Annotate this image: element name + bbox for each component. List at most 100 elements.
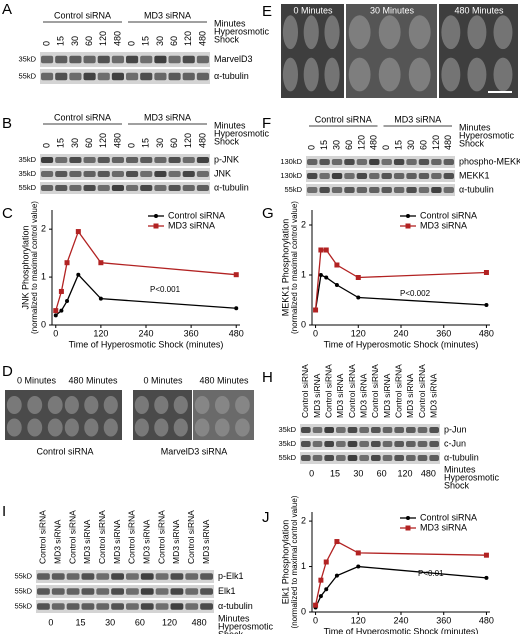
point xyxy=(334,262,340,268)
blot-band xyxy=(41,72,54,81)
series-line xyxy=(314,249,487,311)
side-label: Hyperosmotic xyxy=(218,621,274,631)
side-label: Minutes xyxy=(214,18,246,28)
lane-label: 0 xyxy=(126,41,136,46)
nucleus xyxy=(173,396,188,414)
blot-band xyxy=(312,427,323,433)
lane-label: 60 xyxy=(169,36,179,46)
nucleus xyxy=(467,57,487,92)
blot-band xyxy=(356,159,368,165)
blot-band xyxy=(319,159,330,165)
time-label: 120 xyxy=(162,617,177,627)
blot-band xyxy=(344,187,355,193)
blot-band xyxy=(140,588,154,595)
blot-band xyxy=(96,573,110,580)
lane-label: 480 xyxy=(197,31,207,46)
mw-marker: 55kD xyxy=(284,185,302,194)
panel-label: I xyxy=(2,503,6,520)
blot-band xyxy=(406,427,416,433)
blot-band xyxy=(371,441,381,447)
x-tick-label: 240 xyxy=(138,328,153,338)
x-tick-label: 0 xyxy=(53,328,58,338)
blot-band xyxy=(347,455,358,461)
blot-band xyxy=(331,159,343,165)
mw-marker: 55kD xyxy=(14,601,32,610)
blot-band xyxy=(83,157,96,163)
blot-band xyxy=(96,603,110,610)
point xyxy=(483,270,489,275)
blot-band xyxy=(182,157,195,163)
panel-label: H xyxy=(262,369,273,386)
nucleus xyxy=(6,418,22,437)
x-tick-label: 240 xyxy=(393,328,408,338)
nucleus xyxy=(378,57,401,92)
point xyxy=(323,559,329,565)
blot-band xyxy=(126,55,139,64)
blot-band xyxy=(307,159,318,165)
blot-band xyxy=(312,441,323,447)
nucleus xyxy=(84,396,99,414)
band-label: JNK xyxy=(214,168,231,178)
legend-label: Control siRNA xyxy=(420,210,477,220)
nucleus xyxy=(441,15,461,50)
blot-band xyxy=(168,72,181,81)
lane-label: 30 xyxy=(70,36,80,46)
nucleus xyxy=(324,15,340,50)
image-label: 0 Minutes xyxy=(143,375,183,385)
time-label: 0 xyxy=(309,468,314,478)
nucleus xyxy=(408,15,431,50)
blot-band xyxy=(111,573,124,580)
time-label: 480 xyxy=(192,617,207,627)
lane-label: MD3 siRNA xyxy=(335,373,345,418)
blot-band xyxy=(37,588,50,595)
blot-band xyxy=(200,603,213,610)
blot-band xyxy=(111,603,124,610)
blot-band xyxy=(66,588,80,595)
blot-band xyxy=(69,157,82,163)
x-tick-label: 0 xyxy=(313,615,318,625)
image-label: 30 Minutes xyxy=(370,5,415,15)
legend-marker xyxy=(406,214,410,218)
blot-band xyxy=(83,171,96,177)
band-label: α-tubulin xyxy=(214,71,249,81)
band-label: p-JNK xyxy=(214,154,239,164)
blot-band xyxy=(69,171,82,177)
lane-label: Control siRNA xyxy=(300,364,310,418)
y-tick-label: 1 xyxy=(301,269,306,279)
blot-band xyxy=(431,173,442,179)
point xyxy=(356,564,361,569)
nucleus xyxy=(154,396,169,414)
panel-label: F xyxy=(262,115,271,132)
nucleus xyxy=(194,418,210,437)
blot-band xyxy=(185,573,199,580)
image-label: 0 Minutes xyxy=(293,5,333,15)
blot-band xyxy=(154,55,167,64)
y-tick-label: 2 xyxy=(41,224,46,234)
blot-band xyxy=(51,573,65,580)
nucleus xyxy=(134,418,149,437)
lane-label: 60 xyxy=(169,138,179,148)
legend-marker xyxy=(405,223,411,229)
blot-band xyxy=(111,72,124,81)
blot-band xyxy=(185,603,199,610)
time-label: 30 xyxy=(105,617,115,627)
nucleus xyxy=(348,57,371,92)
blot-strip xyxy=(40,52,210,67)
nucleus xyxy=(64,396,79,414)
blot-band xyxy=(429,455,439,461)
blot-strip xyxy=(40,154,210,166)
blot-band xyxy=(406,455,416,461)
x-tick-label: 480 xyxy=(479,328,494,338)
mw-marker: 55kD xyxy=(18,183,36,192)
series-line xyxy=(314,565,487,608)
group-label: Control siRNA xyxy=(54,112,111,122)
time-label: 60 xyxy=(377,468,387,478)
blot-band xyxy=(393,159,405,165)
blot-band xyxy=(381,187,392,193)
legend-label: Control siRNA xyxy=(168,210,225,220)
blot-band xyxy=(41,171,54,177)
point xyxy=(98,296,103,301)
lane-label: 480 xyxy=(112,31,122,46)
nucleus xyxy=(27,418,43,437)
lane-label: MD3 siRNA xyxy=(112,519,122,564)
